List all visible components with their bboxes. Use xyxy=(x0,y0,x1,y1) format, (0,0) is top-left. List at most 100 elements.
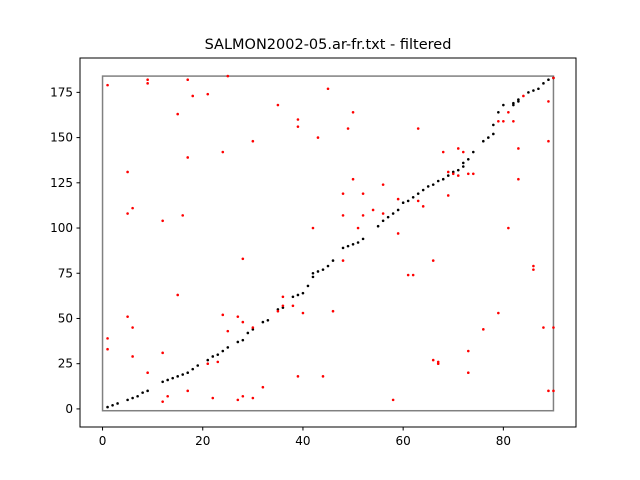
data-point-red xyxy=(406,273,410,277)
data-point-black xyxy=(517,98,520,101)
data-point-red xyxy=(106,83,109,87)
data-point-black xyxy=(492,123,495,127)
data-point-black xyxy=(341,246,345,250)
data-point-black xyxy=(471,150,475,154)
data-point-black xyxy=(351,243,355,246)
y-tick-label: 50 xyxy=(58,311,73,325)
data-point-black xyxy=(176,375,179,378)
data-point-red xyxy=(361,192,365,195)
data-point-black xyxy=(306,284,310,288)
y-tick-label: 125 xyxy=(50,176,73,190)
data-point-black xyxy=(431,183,435,186)
data-point-black xyxy=(497,110,500,114)
data-point-black xyxy=(416,192,420,195)
chart-title: SALMON2002-05.ar-fr.txt - filtered xyxy=(205,37,452,53)
data-point-red xyxy=(411,273,415,277)
y-tick-label: 150 xyxy=(50,131,73,145)
data-point-black xyxy=(542,82,545,85)
data-point-red xyxy=(281,304,285,308)
data-point-black xyxy=(236,340,240,344)
data-point-red xyxy=(281,295,285,299)
data-point-black xyxy=(532,89,535,92)
data-point-red xyxy=(131,206,134,210)
data-point-red xyxy=(311,226,315,230)
data-point-black xyxy=(141,391,144,394)
data-point-black xyxy=(517,100,520,103)
data-point-red xyxy=(161,400,164,403)
data-point-black xyxy=(386,215,390,219)
data-point-red xyxy=(146,78,149,82)
data-point-red xyxy=(346,127,350,130)
data-point-red xyxy=(431,259,435,262)
data-point-red xyxy=(251,396,255,400)
data-point-red xyxy=(482,328,485,331)
plot-area xyxy=(101,74,555,412)
data-point-red xyxy=(191,94,195,98)
data-point-black xyxy=(326,264,330,268)
data-point-black xyxy=(451,170,455,174)
data-point-red xyxy=(517,177,520,181)
data-point-red xyxy=(206,362,210,365)
data-point-red xyxy=(211,396,215,400)
data-point-black xyxy=(226,346,230,349)
data-point-red xyxy=(126,315,129,318)
data-point-red xyxy=(532,268,535,271)
data-point-red xyxy=(391,398,395,402)
data-point-black xyxy=(331,259,335,262)
data-point-red xyxy=(361,214,365,217)
data-point-black xyxy=(311,275,315,279)
data-point-red xyxy=(126,170,129,174)
data-point-black xyxy=(146,389,149,393)
data-point-red xyxy=(161,351,164,355)
data-point-red xyxy=(331,309,335,313)
data-point-black xyxy=(171,376,174,380)
data-point-black xyxy=(461,165,465,168)
data-point-black xyxy=(116,402,119,405)
data-point-red xyxy=(236,398,240,402)
data-point-black xyxy=(396,208,400,212)
data-point-black xyxy=(136,394,139,398)
data-point-red xyxy=(396,232,400,235)
data-point-black xyxy=(446,174,450,177)
data-point-red xyxy=(241,394,245,398)
data-point-black xyxy=(246,331,250,335)
data-point-black xyxy=(181,373,185,376)
y-tick-label: 0 xyxy=(65,402,73,416)
data-point-black xyxy=(301,291,305,295)
data-point-red xyxy=(146,371,149,375)
data-point-red xyxy=(517,147,520,150)
data-point-red xyxy=(542,326,545,329)
data-point-red xyxy=(552,326,555,329)
axes-frame xyxy=(79,57,577,428)
data-point-red xyxy=(251,326,255,329)
data-point-red xyxy=(547,139,550,143)
data-point-black xyxy=(166,378,169,382)
y-tick-label: 175 xyxy=(50,85,73,99)
data-point-red xyxy=(471,172,475,176)
data-point-black xyxy=(502,103,505,107)
data-point-red xyxy=(396,197,400,201)
data-point-red xyxy=(126,212,129,215)
data-point-red xyxy=(221,313,225,317)
data-point-red xyxy=(436,360,440,364)
data-point-red xyxy=(161,219,164,223)
data-point-red xyxy=(381,183,385,186)
data-point-red xyxy=(547,389,550,393)
data-point-black xyxy=(356,241,360,244)
data-point-black xyxy=(466,157,470,161)
data-point-red xyxy=(186,389,190,393)
data-point-red xyxy=(276,309,280,313)
y-tick-label: 75 xyxy=(58,266,73,280)
data-point-red xyxy=(276,103,280,107)
data-point-black xyxy=(482,139,485,143)
data-point-red xyxy=(106,347,109,351)
data-point-red xyxy=(371,208,375,212)
data-point-black xyxy=(381,219,385,223)
data-point-black xyxy=(406,199,410,203)
data-point-red xyxy=(326,87,330,91)
data-point-red xyxy=(186,78,190,82)
data-point-red xyxy=(316,136,320,139)
data-point-black xyxy=(512,103,515,107)
